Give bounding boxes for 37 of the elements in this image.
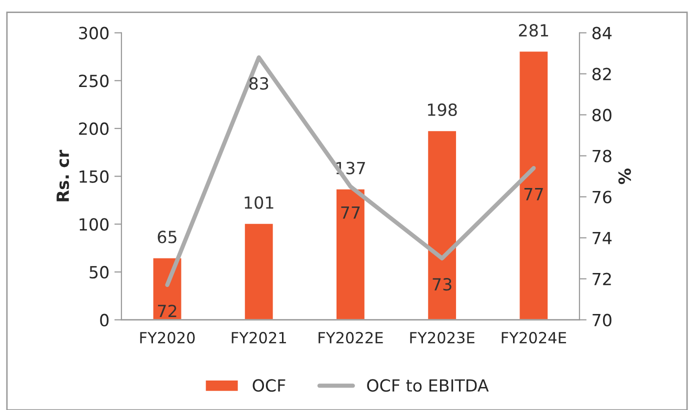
y2-tick-label: 84 [592, 26, 612, 40]
x-tick-label: FY2023E [410, 332, 474, 344]
y2-tick-label: 82 [592, 68, 611, 80]
data-label: 83 [249, 77, 268, 90]
legend-label: OCF [252, 379, 286, 392]
y-tick-label: 300 [79, 26, 109, 40]
y-tick-label: 200 [79, 122, 109, 136]
data-label: 281 [519, 24, 548, 37]
y-tick-label: 150 [80, 170, 109, 183]
y-axis-title: Rs. cr [56, 150, 70, 202]
y-tick-label: 100 [80, 218, 109, 231]
bar [335, 188, 366, 320]
y2-tick-label: 74 [592, 232, 612, 244]
data-label: 72 [158, 304, 176, 318]
bar [426, 130, 458, 320]
data-label: 73 [432, 278, 452, 291]
data-label: 77 [524, 188, 543, 200]
legend-label: OCF to EBITDA [367, 379, 489, 392]
y-tick-label: 250 [79, 74, 109, 88]
x-tick-label: FY2024E [502, 332, 566, 344]
y2-tick-label: 70 [592, 314, 612, 326]
y2-tick-label: 78 [592, 150, 612, 162]
x-tick-label: FY2021 [232, 332, 286, 344]
y-tick-label: 0 [100, 314, 109, 326]
x-tick-label: FY2022E [318, 332, 383, 344]
data-label: 198 [428, 103, 457, 116]
y2-tick-label: 80 [592, 108, 612, 122]
data-label: 65 [158, 230, 176, 244]
x-tick-label: FY2020 [140, 332, 195, 344]
y2-tick-label: 76 [592, 190, 612, 204]
data-label: 101 [244, 196, 274, 209]
bar [244, 222, 274, 320]
y2-tick-label: 72 [592, 272, 611, 286]
y2-axis-title: % [618, 168, 631, 184]
data-label: 77 [341, 206, 360, 219]
bar [518, 50, 550, 320]
y-tick-label: 50 [90, 266, 109, 279]
